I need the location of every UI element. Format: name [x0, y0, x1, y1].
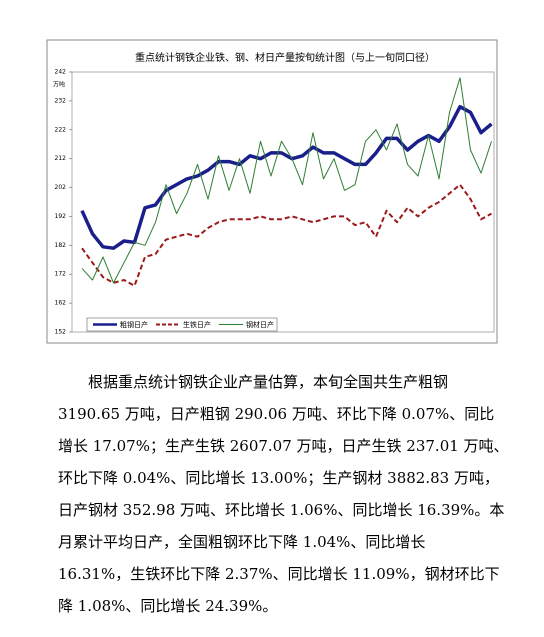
text-line: 环比下降 0.04%、同比增长 13.00%；生产钢材 3882.83 万吨， [58, 469, 499, 487]
text-line: 根据重点统计钢铁企业产量估算，本旬全国共生产粗钢 [88, 373, 449, 391]
text-line: 16.31%，生铁环比下降 2.37%、同比增长 11.09%，钢材环比下 [58, 565, 500, 583]
y-tick-label: 152 [55, 329, 67, 336]
series-line [80, 104, 493, 250]
y-tick-label: 162 [55, 300, 67, 307]
y-tick-label: 212 [55, 155, 67, 162]
text-line: 增长 17.07%；生产生铁 2607.07 万吨，日产生铁 237.01 万吨… [58, 437, 509, 455]
text-line: 降 1.08%、同比增长 24.39%。 [58, 597, 278, 615]
y-tick-label: 232 [55, 97, 67, 104]
legend-label: 钢材日产 [246, 320, 274, 329]
text-line: 日产钢材 352.98 万吨、环比增长 1.06%、同比增长 16.39%。本 [58, 501, 505, 519]
plot-area [71, 71, 495, 333]
y-tick-label: 242 [55, 69, 67, 76]
text-line: 月累计平均日产，全国粗钢环比下降 1.04%、同比增长 [58, 533, 426, 551]
text-line: 3190.65 万吨，日产粗钢 290.06 万吨、环比下降 0.07%、同比 [58, 405, 495, 423]
y-tick-label: 202 [55, 184, 67, 191]
y-tick-label: 172 [55, 271, 67, 278]
legend-label: 粗钢日产 [120, 320, 148, 329]
y-tick-label: 182 [55, 242, 67, 249]
y-tick-label: 192 [55, 213, 67, 220]
chart: 重点统计钢铁企业铁、钢、材日产量按旬统计图（与上一旬同口径） 万吨 152 162… [46, 39, 498, 344]
legend-box [86, 317, 278, 332]
y-tick-label: 222 [55, 126, 67, 133]
y-axis-label: 万吨 [53, 81, 65, 89]
chart-title: 重点统计钢铁企业铁、钢、材日产量按旬统计图（与上一旬同口径） [135, 51, 435, 64]
legend-label: 生铁日产 [183, 320, 211, 329]
series-line [81, 183, 492, 287]
series-line [81, 77, 492, 284]
